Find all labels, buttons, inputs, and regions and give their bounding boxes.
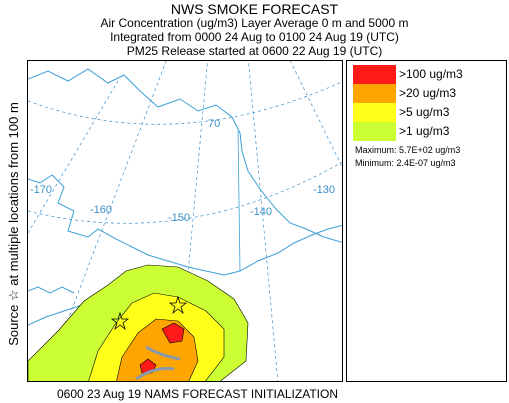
grid-label-130: -130 [313,184,335,196]
band-gt100-main [161,322,185,344]
map-canvas: -170 -160 -150 -140 -130 70 [28,61,342,381]
parallel-70 [28,81,342,125]
grid-label-150: -150 [168,212,190,224]
legend-label: >1 ug/m3 [399,124,450,138]
legend-item-gt5: >5 ug/m3 [353,103,501,122]
release-start: PM25 Release started at 0600 22 Aug 19 (… [126,44,383,58]
legend-label: >100 ug/m3 [399,67,463,81]
bering-coast [28,286,75,294]
map-panel: -170 -160 -150 -140 -130 70 [27,60,343,382]
grid-label-140: -140 [250,206,272,218]
meridian-160 [44,61,167,381]
grid-label-70: 70 [208,118,220,130]
legend-label: >20 ug/m3 [399,86,457,100]
overlay-gray [135,345,181,381]
legend-swatch [353,103,396,122]
smoke-plume [28,264,249,381]
source-markers [110,295,188,331]
legend-item-gt100: >100 ug/m3 [353,65,501,84]
border-line [237,130,241,272]
grid-label-170: -170 [30,184,52,196]
grid-label-160: -160 [90,204,112,216]
north-arctic-coast [28,68,342,243]
source-location-label: Source ☆ at multiple locations from 100 … [6,102,21,346]
legend-swatch [353,84,396,103]
legend-maximum: Maximum: 5.7E+02 ug/m3 [355,145,461,155]
legend-item-gt20: >20 ug/m3 [353,84,501,103]
star-icon [110,311,130,331]
concentration-description: Air Concentration (ug/m3) Layer Average … [100,16,409,30]
forecast-initialization: 0600 23 Aug 19 NAMS FORECAST INITIALIZAT… [57,387,338,401]
legend-panel: >100 ug/m3 >20 ug/m3 >5 ug/m3 >1 ug/m3 M… [346,60,507,382]
map-title: NWS SMOKE FORECAST [170,1,339,17]
parallel-60 [28,161,342,224]
integration-period: Integrated from 0000 24 Aug to 0100 24 A… [110,30,399,44]
gulf-of-alaska-coast [28,174,342,276]
legend-label: >5 ug/m3 [399,105,450,119]
legend-item-gt1: >1 ug/m3 [353,122,501,141]
legend-minimum: Minimum: 2.4E-07 ug/m3 [355,158,456,168]
meridian-130 [290,61,342,168]
legend-swatch [353,122,396,141]
meridian-140 [248,61,279,381]
star-icon [168,295,188,315]
legend-swatch [353,65,396,84]
